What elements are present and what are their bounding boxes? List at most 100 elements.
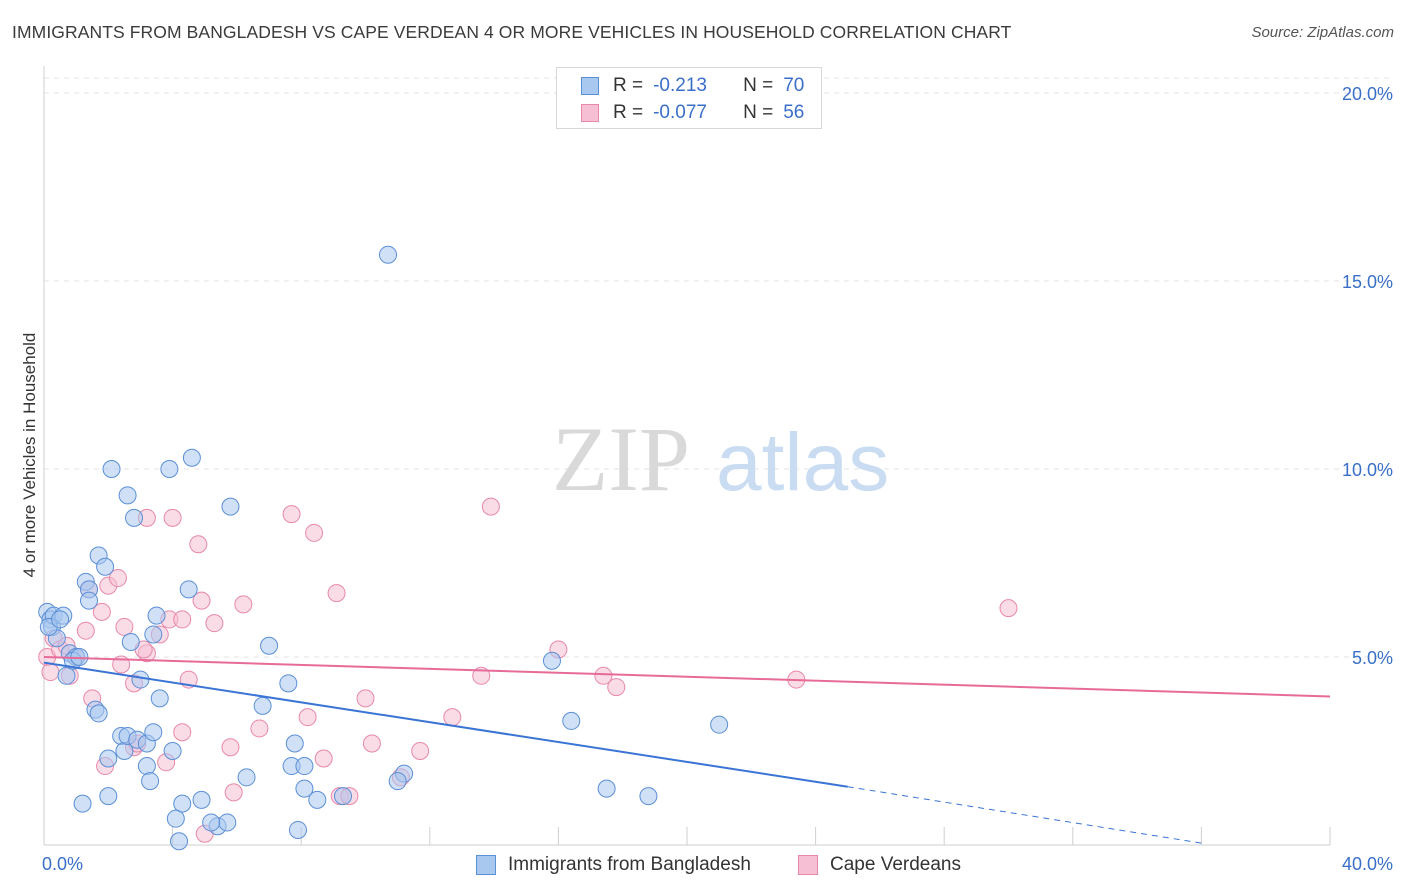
legend-n-value: 70 xyxy=(783,75,805,96)
cape-verdean-point xyxy=(76,621,95,640)
bangladesh-point xyxy=(308,790,327,809)
bangladesh-point xyxy=(144,723,163,742)
bottom-legend-bangladesh: Immigrants from Bangladesh xyxy=(476,853,751,877)
bangladesh-point xyxy=(144,625,163,644)
legend-n-value: 56 xyxy=(783,102,805,123)
y-tick-label: 5.0% xyxy=(1352,648,1393,668)
bangladesh-point xyxy=(192,790,211,809)
cape-verdean-point xyxy=(163,508,182,527)
bangladesh-point xyxy=(285,734,304,753)
legend-swatch-pink xyxy=(581,104,599,122)
x-tick-label: 0.0% xyxy=(42,854,83,874)
bangladesh-point xyxy=(253,696,272,715)
cape-verdean-point xyxy=(221,738,240,757)
bangladesh-point xyxy=(150,689,169,708)
bangladesh-trend-extension xyxy=(847,786,1202,844)
stats-legend: R = -0.213 N = 70 R = -0.077 N = 56 xyxy=(556,67,822,129)
bottom-legend-cape-verdeans: Cape Verdeans xyxy=(798,853,961,877)
cape-verdean-point xyxy=(443,708,462,727)
cape-verdean-point xyxy=(327,584,346,603)
bangladesh-point xyxy=(160,460,179,479)
bangladesh-point xyxy=(237,768,256,787)
legend-row-cape-verdeans: R = -0.077 N = 56 xyxy=(581,101,804,125)
cape-verdean-point xyxy=(250,719,269,738)
bangladesh-point xyxy=(221,497,240,516)
legend-swatch-blue xyxy=(581,77,599,95)
bangladesh-point xyxy=(173,794,192,813)
cape-verdean-point xyxy=(173,610,192,629)
bangladesh-point xyxy=(295,779,314,798)
bangladesh-point xyxy=(51,610,70,629)
cape-verdean-point xyxy=(607,678,626,697)
cape-verdean-point xyxy=(481,497,500,516)
cape-verdean-point xyxy=(189,535,208,554)
bangladesh-point xyxy=(710,715,729,734)
legend-row-bangladesh: R = -0.213 N = 70 xyxy=(581,74,804,98)
bangladesh-point xyxy=(542,651,561,670)
data-points xyxy=(38,245,1018,851)
bangladesh-point xyxy=(96,557,115,576)
bottom-legend-label: Cape Verdeans xyxy=(830,854,961,875)
legend-n-label: N = xyxy=(743,75,774,96)
bottom-legend-swatch-blue xyxy=(476,855,496,875)
bangladesh-point xyxy=(202,813,221,832)
bangladesh-point xyxy=(57,666,76,685)
bangladesh-point xyxy=(73,794,92,813)
trend-lines xyxy=(43,656,1331,844)
bangladesh-point xyxy=(218,813,237,832)
legend-r-label: R = xyxy=(613,102,644,123)
bangladesh-point xyxy=(639,787,658,806)
cape-verdean-trend-line xyxy=(43,656,1331,698)
bangladesh-point xyxy=(288,820,307,839)
tick-labels: 5.0% 10.0% 15.0% 20.0% 0.0% 40.0% xyxy=(42,84,1393,874)
bangladesh-point xyxy=(179,580,198,599)
cape-verdean-point xyxy=(115,617,134,636)
cape-verdean-point xyxy=(92,602,111,621)
cape-verdean-point xyxy=(411,742,430,761)
cape-verdean-point xyxy=(282,505,301,524)
cape-verdean-point xyxy=(173,723,192,742)
cape-verdean-point xyxy=(234,595,253,614)
cape-verdean-point xyxy=(305,523,324,542)
bangladesh-point xyxy=(137,757,156,776)
cape-verdean-point xyxy=(356,689,375,708)
bangladesh-point xyxy=(131,670,150,689)
axes xyxy=(43,66,1331,846)
bangladesh-point xyxy=(163,742,182,761)
bangladesh-point xyxy=(562,711,581,730)
bangladesh-point xyxy=(102,460,121,479)
bangladesh-point xyxy=(295,757,314,776)
grid-lines xyxy=(44,77,1392,658)
chart-title: IMMIGRANTS FROM BANGLADESH VS CAPE VERDE… xyxy=(12,22,1012,42)
y-tick-label: 15.0% xyxy=(1342,272,1393,292)
watermark: ZIP atlas xyxy=(552,408,889,510)
cape-verdean-point xyxy=(999,599,1018,618)
bangladesh-point xyxy=(170,832,189,851)
cape-verdean-point xyxy=(224,783,243,802)
bangladesh-trend-line xyxy=(43,661,848,788)
cape-verdean-point xyxy=(594,666,613,685)
cape-verdean-point xyxy=(314,749,333,768)
legend-r-label: R = xyxy=(613,75,644,96)
cape-verdean-point xyxy=(192,591,211,610)
cape-verdean-point xyxy=(362,734,381,753)
watermark-atlas: atlas xyxy=(716,417,889,508)
bangladesh-point xyxy=(166,809,185,828)
bangladesh-point xyxy=(379,245,398,264)
bangladesh-point xyxy=(333,787,352,806)
legend-r-value: -0.213 xyxy=(653,75,707,96)
bangladesh-point xyxy=(388,772,407,791)
bangladesh-point xyxy=(147,606,166,625)
bangladesh-point xyxy=(89,704,108,723)
cape-verdean-point xyxy=(41,663,60,682)
legend-r-value: -0.077 xyxy=(653,102,707,123)
bangladesh-point xyxy=(99,749,118,768)
y-tick-label: 10.0% xyxy=(1342,460,1393,480)
bangladesh-point xyxy=(125,508,144,527)
bottom-legend-label: Immigrants from Bangladesh xyxy=(508,854,751,875)
y-tick-label: 20.0% xyxy=(1342,84,1393,104)
source-credit: Source: ZipAtlas.com xyxy=(1251,24,1394,41)
bangladesh-point xyxy=(80,591,99,610)
x-tick-label: 40.0% xyxy=(1342,854,1393,874)
